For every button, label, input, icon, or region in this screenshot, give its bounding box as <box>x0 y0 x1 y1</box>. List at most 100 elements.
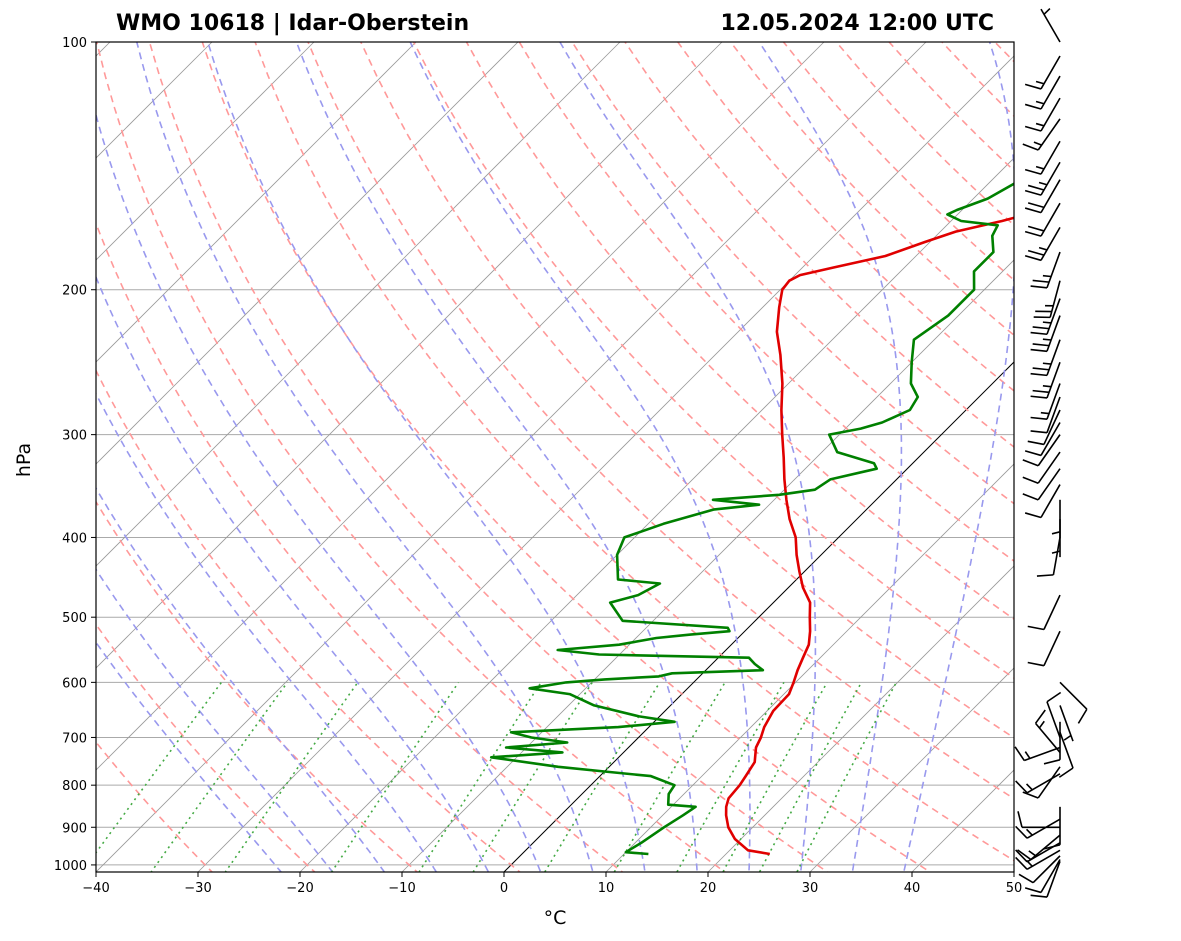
barb-staff <box>1046 383 1061 420</box>
wind-barb <box>1017 834 1061 861</box>
mixing-ratio-line <box>330 681 460 872</box>
barb-staff <box>1040 179 1061 213</box>
profiles <box>489 182 1014 856</box>
barb-half-feather <box>1038 181 1048 186</box>
dewpoint-profile-line <box>489 182 1014 856</box>
barb-half-feather <box>1038 246 1048 251</box>
wind-barb <box>1030 251 1061 289</box>
wind-barb <box>1024 97 1061 132</box>
dry-adiabat <box>201 42 932 872</box>
isotherm <box>197 55 1014 872</box>
isotherm <box>911 769 1014 872</box>
y-tick-label: 700 <box>62 731 87 746</box>
wind-barb <box>1022 468 1061 501</box>
barb-staff <box>1040 227 1061 261</box>
barb-feather <box>1022 791 1039 799</box>
wind-barb <box>1024 140 1061 175</box>
barb-half-feather <box>1043 7 1051 15</box>
barb-half-feather <box>1040 411 1050 415</box>
wind-barb <box>1024 422 1061 457</box>
barb-half-feather <box>1024 751 1031 759</box>
barb-staff <box>1046 339 1061 376</box>
barb-staff <box>1040 75 1061 110</box>
barb-feather <box>1024 255 1042 262</box>
barb-staff <box>1026 849 1061 871</box>
barb-staff <box>1040 859 1061 893</box>
barb-half-feather <box>1033 141 1042 146</box>
wind-barb <box>1022 434 1061 467</box>
wind-barb <box>1033 280 1061 319</box>
barb-staff <box>1059 732 1074 769</box>
x-axis: −40 −30 −20 −10 0 10 20 30 40 50 <box>82 872 1022 896</box>
barb-staff <box>1037 451 1061 484</box>
barb-feather <box>1030 430 1048 434</box>
barb-feather <box>1058 767 1074 778</box>
barb-feather <box>1030 395 1048 399</box>
dry-adiabat <box>729 42 1014 337</box>
barb-staff <box>1032 855 1061 884</box>
station-title: WMO 10618 | Idar-Oberstein <box>116 11 469 36</box>
barb-feather <box>1027 184 1045 191</box>
mixing-ratio-line <box>758 682 863 872</box>
wind-barb <box>1030 396 1061 434</box>
barb-staff <box>1059 681 1088 710</box>
barb-feather <box>1024 230 1042 237</box>
barb-feather <box>1015 825 1028 839</box>
barb-staff <box>1046 315 1061 352</box>
isotherm <box>707 565 1014 872</box>
isotherm <box>401 259 1014 872</box>
dry-adiabat <box>994 42 1014 63</box>
wind-barb <box>1024 484 1061 519</box>
barb-half-feather <box>1035 165 1045 170</box>
dry-adiabat <box>1048 42 1181 882</box>
barb-feather <box>1030 372 1048 377</box>
wind-barb <box>1015 842 1061 863</box>
barb-half-feather <box>1051 550 1061 554</box>
wind-barb <box>1030 861 1061 898</box>
x-tick-label: −10 <box>388 881 415 896</box>
wind-barb <box>1024 227 1061 262</box>
wind-barb <box>1015 773 1061 794</box>
dry-adiabat <box>96 42 727 872</box>
wind-barb <box>1024 859 1061 894</box>
barb-feather <box>1024 512 1042 519</box>
barb-feather <box>1015 856 1028 870</box>
barb-staff <box>1037 118 1061 151</box>
wind-barb <box>1030 383 1061 420</box>
dry-adiabat <box>1101 42 1181 882</box>
moist-adiabat <box>903 42 1014 872</box>
barb-staff <box>1046 361 1061 399</box>
barb-feather <box>1030 894 1048 898</box>
y-tick-label: 800 <box>62 779 87 794</box>
wind-barb <box>1059 681 1088 724</box>
x-tick-label: 10 <box>598 881 615 896</box>
barb-feather <box>1032 326 1050 330</box>
dry-adiabat <box>96 623 316 872</box>
wind-barb <box>1024 161 1061 196</box>
y-tick-label: 400 <box>62 531 87 546</box>
barb-half-feather <box>1042 321 1052 324</box>
barb-half-feather <box>1035 100 1045 105</box>
barb-half-feather <box>1042 274 1052 278</box>
barb-half-feather <box>1051 531 1061 535</box>
dry-adiabat <box>148 42 829 872</box>
mixing-ratio-line <box>150 681 288 872</box>
barb-feather <box>1022 143 1039 151</box>
barb-feather <box>1017 849 1032 861</box>
wind-barb <box>1027 409 1061 446</box>
x-tick-label: 0 <box>500 881 508 896</box>
barb-staff <box>1040 484 1061 518</box>
barb-feather <box>1018 873 1034 884</box>
wind-barb <box>1036 537 1061 577</box>
barb-staff <box>1046 861 1061 898</box>
dry-adiabat <box>835 42 1014 227</box>
dry-adiabat <box>96 368 522 872</box>
mixing-ratio-line <box>543 681 661 872</box>
barb-half-feather <box>1035 122 1045 127</box>
wind-barb <box>1030 361 1061 399</box>
barb-feather <box>1027 249 1045 256</box>
wind-barb <box>1022 451 1061 484</box>
wind-barb <box>1022 118 1061 151</box>
y-axis: 100 200 300 400 500 600 700 800 900 1000 <box>54 36 96 874</box>
wind-barb <box>1014 746 1061 762</box>
